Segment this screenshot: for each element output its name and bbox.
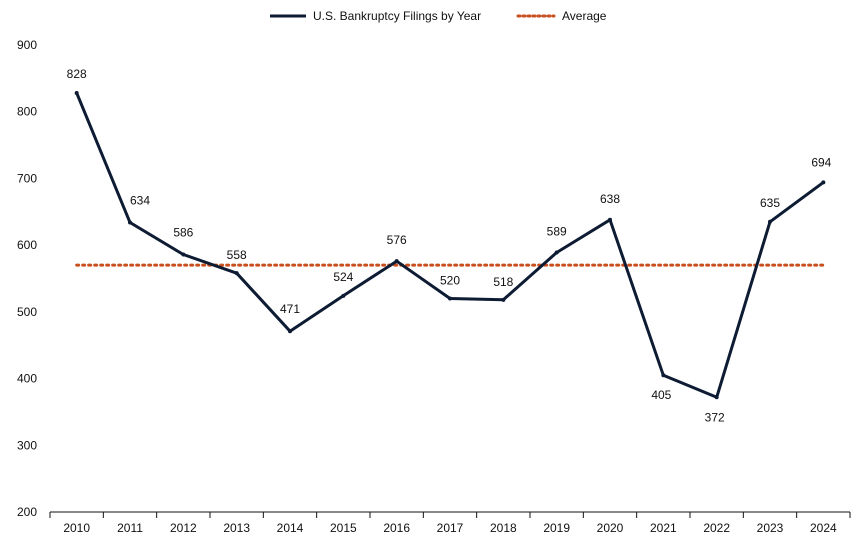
data-label-2010: 828 [67,67,87,81]
x-tick-label-2020: 2020 [597,521,624,535]
data-point-2018 [501,297,506,302]
data-point-2022 [714,395,719,400]
data-point-2020 [608,217,612,222]
data-point-2023 [768,219,772,224]
x-tick-label-2012: 2012 [170,521,197,535]
x-tick-label-2013: 2013 [223,521,250,535]
data-labels: 828 634 586 558 471 524 576 520 518 589 638 405 372 6… [67,67,832,424]
data-label-2016: 576 [387,233,407,247]
data-point-2016 [394,259,399,264]
data-point-2019 [554,250,559,255]
data-label-2023: 635 [760,196,780,210]
y-tick-label-600: 600 [17,238,37,252]
x-tick-label-2016: 2016 [383,521,410,535]
data-point-2024 [821,180,826,185]
data-point-2011 [128,220,132,225]
legend: U.S. Bankruptcy Filings by Year Average [270,9,607,23]
x-tick-label-2022: 2022 [703,521,730,535]
data-point-2010 [74,91,79,96]
data-point-2017 [448,296,452,301]
data-label-2020: 638 [600,192,620,206]
data-point-2012 [181,252,186,257]
data-point-2013 [234,271,239,276]
x-tick-label-2018: 2018 [490,521,517,535]
series-line-bankruptcy-filings [75,91,825,399]
x-tick-label-2015: 2015 [330,521,357,535]
legend-label-bankruptcy-filings: U.S. Bankruptcy Filings by Year [313,9,481,23]
x-tick-label-2017: 2017 [437,521,464,535]
series-layer [75,91,825,399]
data-label-2013: 558 [227,248,247,262]
data-label-2017: 520 [440,274,460,288]
x-tick-label-2021: 2021 [650,521,677,535]
data-label-2022: 372 [705,410,725,424]
y-tick-label-700: 700 [17,171,37,185]
legend-label-average: Average [562,9,607,23]
data-point-2014 [288,329,292,334]
x-tick-label-2024: 2024 [810,521,837,535]
data-label-2019: 589 [547,224,567,238]
data-point-2021 [661,373,666,378]
y-tick-label-900: 900 [17,38,37,52]
x-tick-label-2011: 2011 [117,521,143,535]
data-label-2012: 586 [173,225,193,239]
x-tick-label-2019: 2019 [543,521,570,535]
y-tick-label-200: 200 [17,505,37,519]
data-label-2014: 471 [280,302,300,316]
x-tick-label-2010: 2010 [63,521,90,535]
data-label-2018: 518 [493,275,513,289]
x-tick-label-2023: 2023 [757,521,784,535]
x-axis: 2010 2011 2012 2013 2014 2015 2016 2017 2018 2019… [49,511,851,535]
data-point-2015 [341,293,346,298]
y-tick-label-400: 400 [17,372,37,386]
data-label-2011: 634 [130,193,150,207]
data-label-2024: 694 [811,155,831,169]
data-label-2021: 405 [651,388,671,402]
x-tick-label-2014: 2014 [277,521,304,535]
y-tick-label-300: 300 [17,438,37,452]
data-label-2015: 524 [333,270,353,284]
y-tick-label-500: 500 [17,305,37,319]
y-axis: 200 300 400 500 600 700 800 900 [17,38,37,519]
y-tick-label-800: 800 [17,105,37,119]
